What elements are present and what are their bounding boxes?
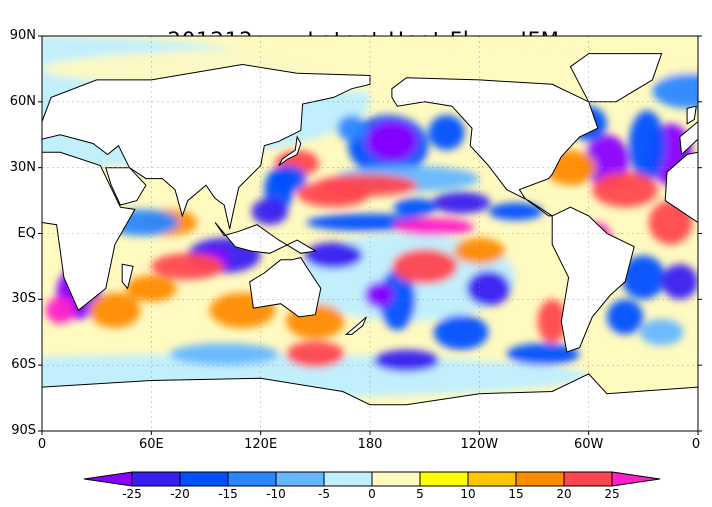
landmass-north-america [391,77,599,217]
axis-ticks [38,35,702,435]
latitude-label: 90N [9,28,36,43]
flux-anomaly-44 [286,341,345,368]
flux-anomaly-41 [89,292,141,328]
longitude-label: 0 [37,437,47,452]
colorbar-level-label: -15 [218,487,238,501]
colorbar-level-label: -25 [122,487,142,501]
flux-anomaly-26 [304,242,363,269]
flux-anomaly-50 [373,349,440,372]
landmass-south-america [551,206,635,353]
latitude-label: 60S [11,357,36,373]
colorbar-level-label: 20 [556,487,572,501]
flux-anomaly-6 [428,115,465,151]
flux-anomaly-40 [45,297,75,324]
colorbar-level-label: 0 [368,487,376,501]
flux-anomaly-55 [606,299,644,335]
longitude-label: 120E [244,437,278,452]
map-plot-area [42,36,698,431]
continent-landmasses [42,53,698,431]
flux-anomaly-19 [621,255,666,300]
landmass-madagascar [121,263,134,290]
latitude-label: 60N [9,93,36,109]
longitude-label: 180 [357,437,383,452]
flux-anomaly-38 [125,275,177,302]
flux-anomaly-46 [251,198,288,225]
landmass-greenland [569,53,663,103]
flux-anomaly-29 [393,218,474,236]
landmass-japan [278,135,302,166]
colorbar-level-label: -10 [266,487,286,501]
longitude-label: 120W [460,437,499,452]
flux-anomaly-22 [466,270,511,306]
map-gridlines [42,36,698,431]
colorbar-level-label: 25 [604,487,620,501]
colorbar-level-label: 15 [508,487,524,501]
latitude-label: 30S [11,291,36,307]
flux-anomaly-52 [488,202,544,221]
landmass-africa-west [664,151,698,224]
flux-anomaly-17 [592,172,658,208]
longitude-label: 60W [573,437,604,452]
landmass-indonesia [214,222,317,254]
flux-anomaly-51 [169,343,279,366]
flux-anomaly-7 [337,115,367,142]
flux-anomaly-20 [661,264,698,300]
colorbar-level-label: -20 [170,487,190,501]
flux-anomaly-49 [506,343,580,366]
flux-anomaly-48 [639,319,684,346]
landmass-arabia [105,167,147,206]
flux-anomaly-47 [652,73,698,109]
landmass-uk [686,105,697,125]
colorbar-level-label: 5 [416,487,424,501]
latitude-label: 90S [11,423,36,438]
landmass-new-zealand [344,316,367,335]
flux-anomaly-14 [628,110,666,181]
flux-anomaly-30 [297,180,370,208]
longitude-label: 0 [691,437,701,452]
landmass-antarctica [42,373,698,431]
landmass-australia [249,257,322,318]
colorbar-level-label: -5 [318,487,330,501]
flux-anomaly-54 [537,299,567,344]
colorbar-level-label: 10 [460,487,476,501]
latitude-label: EQ [17,225,36,241]
landmass-africa [42,151,136,312]
flux-anomaly-11 [393,198,438,216]
flux-anomaly-23 [433,314,489,350]
flux-anomaly-5 [366,121,418,162]
flux-anomaly-27 [391,248,458,284]
flux-anomaly-25 [364,281,394,309]
flux-anomaly-37 [151,253,225,280]
landmass-europe-west [679,120,698,156]
flux-anomaly-10 [431,191,491,214]
latitude-label: 30N [9,159,36,175]
longitude-label: 60E [138,437,164,452]
